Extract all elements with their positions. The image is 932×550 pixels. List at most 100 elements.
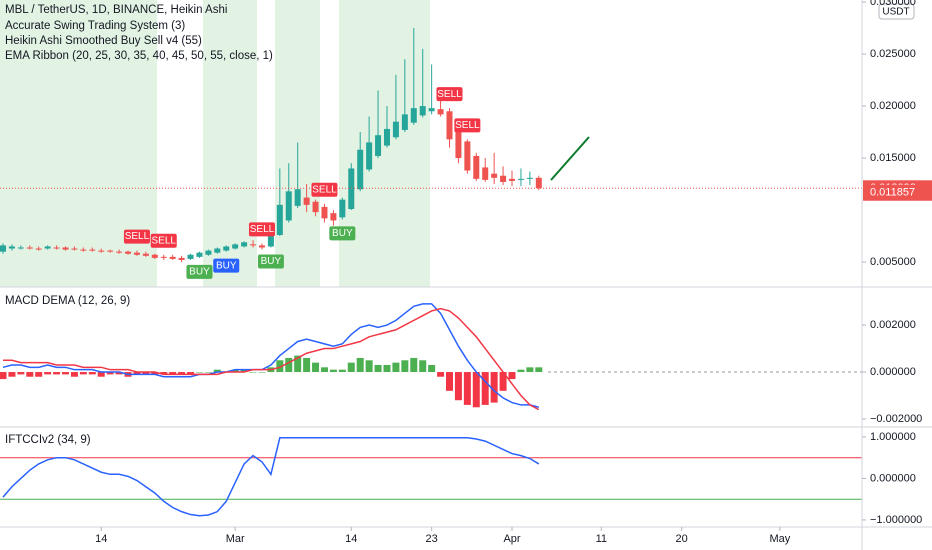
candle-body — [223, 246, 230, 251]
candle-body — [410, 108, 417, 123]
signal-badge — [329, 226, 356, 241]
indicator-label: EMA Ribbon (20, 25, 30, 35, 40, 45, 50, … — [5, 50, 273, 62]
candle-body — [196, 252, 203, 257]
candle-body — [71, 248, 78, 250]
candle-body — [482, 167, 489, 180]
signal-badge — [311, 182, 338, 197]
histogram-bar — [70, 372, 78, 377]
histogram-bar — [499, 372, 507, 391]
y-tick-label: 0.002000 — [870, 319, 916, 331]
currency[interactable]: USDT — [882, 7, 909, 18]
y-tick-label: 0.000000 — [870, 366, 916, 378]
histogram-bar — [258, 372, 266, 373]
candle-body — [89, 249, 96, 251]
histogram-bar — [428, 364, 436, 373]
candle-body — [437, 109, 444, 115]
histogram-bar — [535, 367, 543, 373]
signal-label: SELL — [250, 224, 275, 235]
candle-body — [330, 213, 337, 221]
indicator-label: IFTCCIv2 (34, 9) — [5, 434, 91, 446]
candle-body — [276, 204, 283, 236]
x-tick-label: 23 — [426, 533, 438, 545]
candle-body — [107, 250, 114, 252]
candle-body — [151, 254, 158, 258]
histogram-bar — [303, 357, 311, 373]
histogram-bar — [329, 369, 337, 373]
candle-body — [517, 178, 524, 180]
histogram-bar — [383, 364, 391, 373]
histogram-bar — [526, 367, 534, 373]
signal-badge — [257, 254, 284, 269]
histogram-bar — [472, 372, 480, 408]
ift-line — [2, 437, 540, 517]
histogram-bar — [133, 372, 141, 375]
histogram-bar — [294, 355, 302, 373]
x-tick-label: 14 — [345, 533, 357, 545]
candle-body — [455, 125, 462, 159]
candle-body — [142, 253, 149, 256]
y-tick-label: −1.000000 — [870, 514, 922, 526]
histogram-bar — [17, 372, 25, 375]
candle-body — [464, 141, 471, 171]
histogram-bar — [106, 372, 114, 375]
y-tick-label: 0.030000 — [870, 0, 916, 8]
indicator-label: MACD DEMA (12, 26, 9) — [5, 295, 130, 307]
candle-body — [535, 177, 542, 189]
candle-body — [125, 251, 132, 254]
histogram-bar — [44, 372, 52, 375]
histogram-bar — [338, 369, 346, 373]
signal-badge — [150, 233, 177, 248]
histogram-bar — [204, 372, 212, 373]
candle-body — [312, 201, 319, 213]
histogram-bar — [8, 372, 16, 377]
histogram-bar — [454, 372, 462, 401]
histogram-bar — [213, 369, 221, 373]
y-tick-label: 0.025000 — [870, 48, 916, 60]
candle-body — [35, 248, 42, 250]
candle-body — [473, 155, 480, 179]
x-tick-label: May — [770, 533, 791, 545]
histogram-bar — [249, 372, 257, 373]
histogram-bar — [0, 372, 7, 380]
candle-body — [339, 199, 346, 218]
y-tick-label: 0.005000 — [870, 256, 916, 268]
symbol-title: MBL / TetherUS, 1D, BINANCE, Heikin Ashi — [5, 4, 227, 16]
zone — [203, 0, 257, 287]
histogram-bar — [419, 360, 427, 373]
histogram-bar — [437, 372, 445, 377]
candle-body — [250, 244, 257, 246]
candle-body — [392, 121, 399, 138]
candle-body — [169, 256, 176, 259]
histogram-bar — [320, 367, 328, 373]
y-tick-label: 1.000000 — [870, 431, 916, 443]
histogram-bar — [392, 362, 400, 373]
histogram-bar — [285, 357, 293, 373]
signal-badge — [123, 229, 150, 244]
x-tick-label: 14 — [95, 533, 107, 545]
candle-body — [205, 250, 212, 255]
signal-line — [3, 307, 540, 411]
signal-badge — [454, 118, 481, 133]
histogram-bar — [463, 372, 471, 405]
histogram-bar — [142, 372, 150, 375]
histogram-bar — [312, 362, 320, 373]
candle-body — [116, 251, 123, 253]
histogram-bar — [169, 372, 177, 375]
histogram-bar — [79, 372, 87, 375]
currency-box[interactable] — [878, 3, 915, 20]
indicator-label: Accurate Swing Trading System (3) — [5, 20, 185, 32]
histogram-bar — [446, 372, 453, 391]
candle-body — [258, 245, 265, 248]
signal-label: BUY — [216, 260, 237, 271]
signal-badge — [213, 258, 240, 273]
candle-body — [53, 247, 60, 249]
histogram-bar — [240, 369, 248, 373]
candle-body — [383, 128, 390, 146]
candle-body — [401, 114, 408, 130]
histogram-bar — [276, 360, 284, 373]
signal-badge — [248, 222, 275, 237]
candle-body — [241, 242, 248, 247]
signal-label: BUY — [189, 267, 210, 278]
candle-body — [62, 247, 69, 250]
